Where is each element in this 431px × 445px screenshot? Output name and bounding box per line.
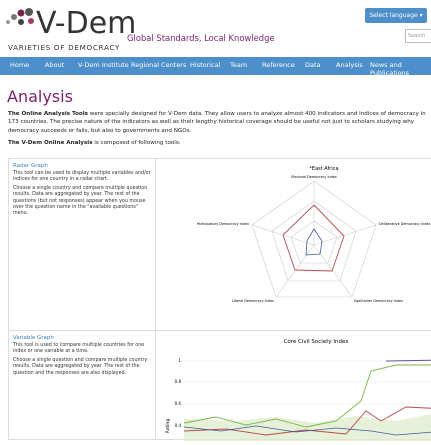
nav-item[interactable]: Data xyxy=(305,61,321,69)
y-tick-label: 0.6 xyxy=(175,401,182,406)
line-chart: Core Civil Society Index Rating 1 0.8 0.… xyxy=(165,339,431,441)
tool-description: This tool is used to compare multiple co… xyxy=(13,343,145,355)
nav-item[interactable]: Historical xyxy=(190,61,221,69)
tools-text: is composed of following tools: xyxy=(92,140,181,146)
nav-item[interactable]: Analysis xyxy=(336,61,363,69)
chart-cell: *East Africa Electoral Democracy Index D… xyxy=(155,158,431,331)
logo-dots xyxy=(6,8,34,25)
nav-item[interactable]: V-Dem Institute xyxy=(78,61,129,69)
nav-item[interactable]: Regional Centers xyxy=(131,61,187,69)
y-tick-label: 0.4 xyxy=(175,423,182,428)
tool-cell: Radar Graph This tool can be used to dis… xyxy=(8,158,156,331)
radar-chart: *East Africa Electoral Democracy Index D… xyxy=(197,166,431,303)
nav-item[interactable]: Team xyxy=(230,61,248,69)
axis-label: Electoral Democracy Index xyxy=(291,175,337,179)
axis-label: Participatory Democracy Index xyxy=(197,222,249,226)
language-button[interactable]: Select language ▾ xyxy=(365,8,427,23)
tagline: Global Standards, Local Knowledge xyxy=(127,33,275,43)
tools-bold: The V-Dem Online Analysis xyxy=(8,140,93,146)
y-axis-label: Rating xyxy=(165,419,171,434)
page: V-Dem VARIETIES OF DEMOCRACY Global Stan… xyxy=(0,6,431,441)
nav-item[interactable]: Reference xyxy=(262,61,295,69)
axis-label: Liberal Democracy Index xyxy=(232,299,274,303)
tools-intro: The V-Dem Online Analysis is composed of… xyxy=(8,139,431,147)
axis-label: Egalitarian Democracy Index xyxy=(354,299,403,303)
logo-title: V-Dem xyxy=(36,6,137,41)
search-box[interactable]: Search xyxy=(405,29,431,43)
chart-cell: Core Civil Society Index Rating 1 0.8 0.… xyxy=(155,330,431,441)
axis-label: Deliberative Democracy Index xyxy=(379,222,430,226)
page-title: Analysis xyxy=(7,87,73,106)
intro-text: were specially designed for V-Dem data. … xyxy=(8,111,426,134)
intro-bold: The Online Analysis Tools xyxy=(8,111,89,117)
tool-link[interactable]: Radar Graph xyxy=(13,163,48,169)
intro: The Online Analysis Tools were specially… xyxy=(8,110,431,135)
y-tick-label: 1 xyxy=(178,358,181,363)
tool-cell: Variable Graph This tool is used to comp… xyxy=(8,330,156,440)
nav-bar: Home About V-Dem Institute Regional Centers… xyxy=(0,57,431,77)
y-tick-label: 0.8 xyxy=(175,379,182,384)
chart-title: *East Africa xyxy=(309,166,338,172)
tool-description: Choose a single country and compare mult… xyxy=(13,186,148,217)
tool-link[interactable]: Variable Graph xyxy=(13,335,54,341)
nav-item[interactable]: About xyxy=(45,61,65,69)
tool-description: Choose a single question and compare mul… xyxy=(13,358,148,376)
tool-description: This tool can be used to display multipl… xyxy=(13,171,151,183)
nav-item[interactable]: Home xyxy=(10,61,30,69)
logo-subtitle: VARIETIES OF DEMOCRACY xyxy=(8,43,121,52)
nav-item[interactable]: News and Publications xyxy=(370,61,410,77)
chart-title: Core Civil Society Index xyxy=(284,339,350,345)
language-label: Select language xyxy=(369,12,418,19)
